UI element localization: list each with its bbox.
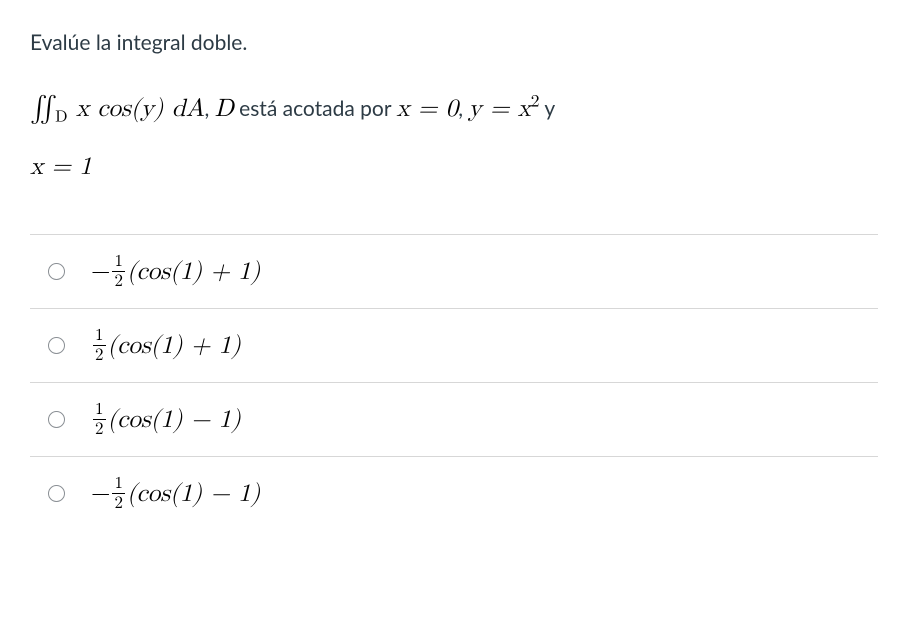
- fraction-den: 2: [93, 345, 106, 364]
- fraction-num: 1: [93, 327, 106, 345]
- option-b[interactable]: 1 2 (cos(1) + 1): [30, 309, 878, 383]
- fraction-num: 1: [112, 253, 125, 271]
- fraction-den: 2: [112, 271, 125, 290]
- question-expression: ∬D x cos(y) dA, D está acotada por x = 0…: [30, 81, 878, 194]
- option-prefix: −: [91, 479, 110, 509]
- fraction: 1 2: [93, 327, 106, 364]
- option-body: (cos(1) − 1): [108, 405, 241, 435]
- double-integral-symbol: ∬: [30, 96, 51, 122]
- option-prefix: −: [91, 257, 110, 287]
- region-var: D: [215, 96, 234, 121]
- bound-text: está acotada por: [234, 96, 397, 121]
- option-body: (cos(1) + 1): [127, 257, 260, 287]
- cond-1: x = 0: [396, 96, 458, 121]
- fraction: 1 2: [112, 475, 125, 512]
- question-prompt: Evalúe la integral doble.: [30, 28, 878, 57]
- fraction-num: 1: [93, 401, 106, 419]
- sep: ,: [204, 96, 214, 121]
- radio-icon[interactable]: [48, 337, 65, 354]
- cond-2-exp: 2: [531, 94, 540, 111]
- option-a-expr: − 1 2 (cos(1) + 1): [91, 253, 260, 290]
- option-d-expr: − 1 2 (cos(1) − 1): [91, 475, 260, 512]
- fraction-den: 2: [93, 419, 106, 438]
- cond-3: x = 1: [30, 154, 92, 179]
- option-b-expr: 1 2 (cos(1) + 1): [91, 327, 241, 364]
- integral-region: D: [55, 110, 67, 126]
- option-body: (cos(1) + 1): [108, 331, 241, 361]
- options-list: − 1 2 (cos(1) + 1) 1 2 (cos(1) + 1) 1 2: [30, 234, 878, 530]
- radio-icon[interactable]: [48, 263, 65, 280]
- option-body: (cos(1) − 1): [127, 479, 260, 509]
- option-a[interactable]: − 1 2 (cos(1) + 1): [30, 235, 878, 309]
- integrand: x cos(y) dA: [76, 96, 205, 121]
- sep2: ,: [458, 96, 468, 121]
- option-d[interactable]: − 1 2 (cos(1) − 1): [30, 457, 878, 530]
- fraction: 1 2: [93, 401, 106, 438]
- radio-icon[interactable]: [48, 485, 65, 502]
- cond-2-lhs: y = x: [468, 96, 530, 121]
- fraction: 1 2: [112, 253, 125, 290]
- and-text: y: [540, 96, 556, 121]
- option-c[interactable]: 1 2 (cos(1) − 1): [30, 383, 878, 457]
- radio-icon[interactable]: [48, 411, 65, 428]
- fraction-num: 1: [112, 475, 125, 493]
- option-c-expr: 1 2 (cos(1) − 1): [91, 401, 241, 438]
- fraction-den: 2: [112, 493, 125, 512]
